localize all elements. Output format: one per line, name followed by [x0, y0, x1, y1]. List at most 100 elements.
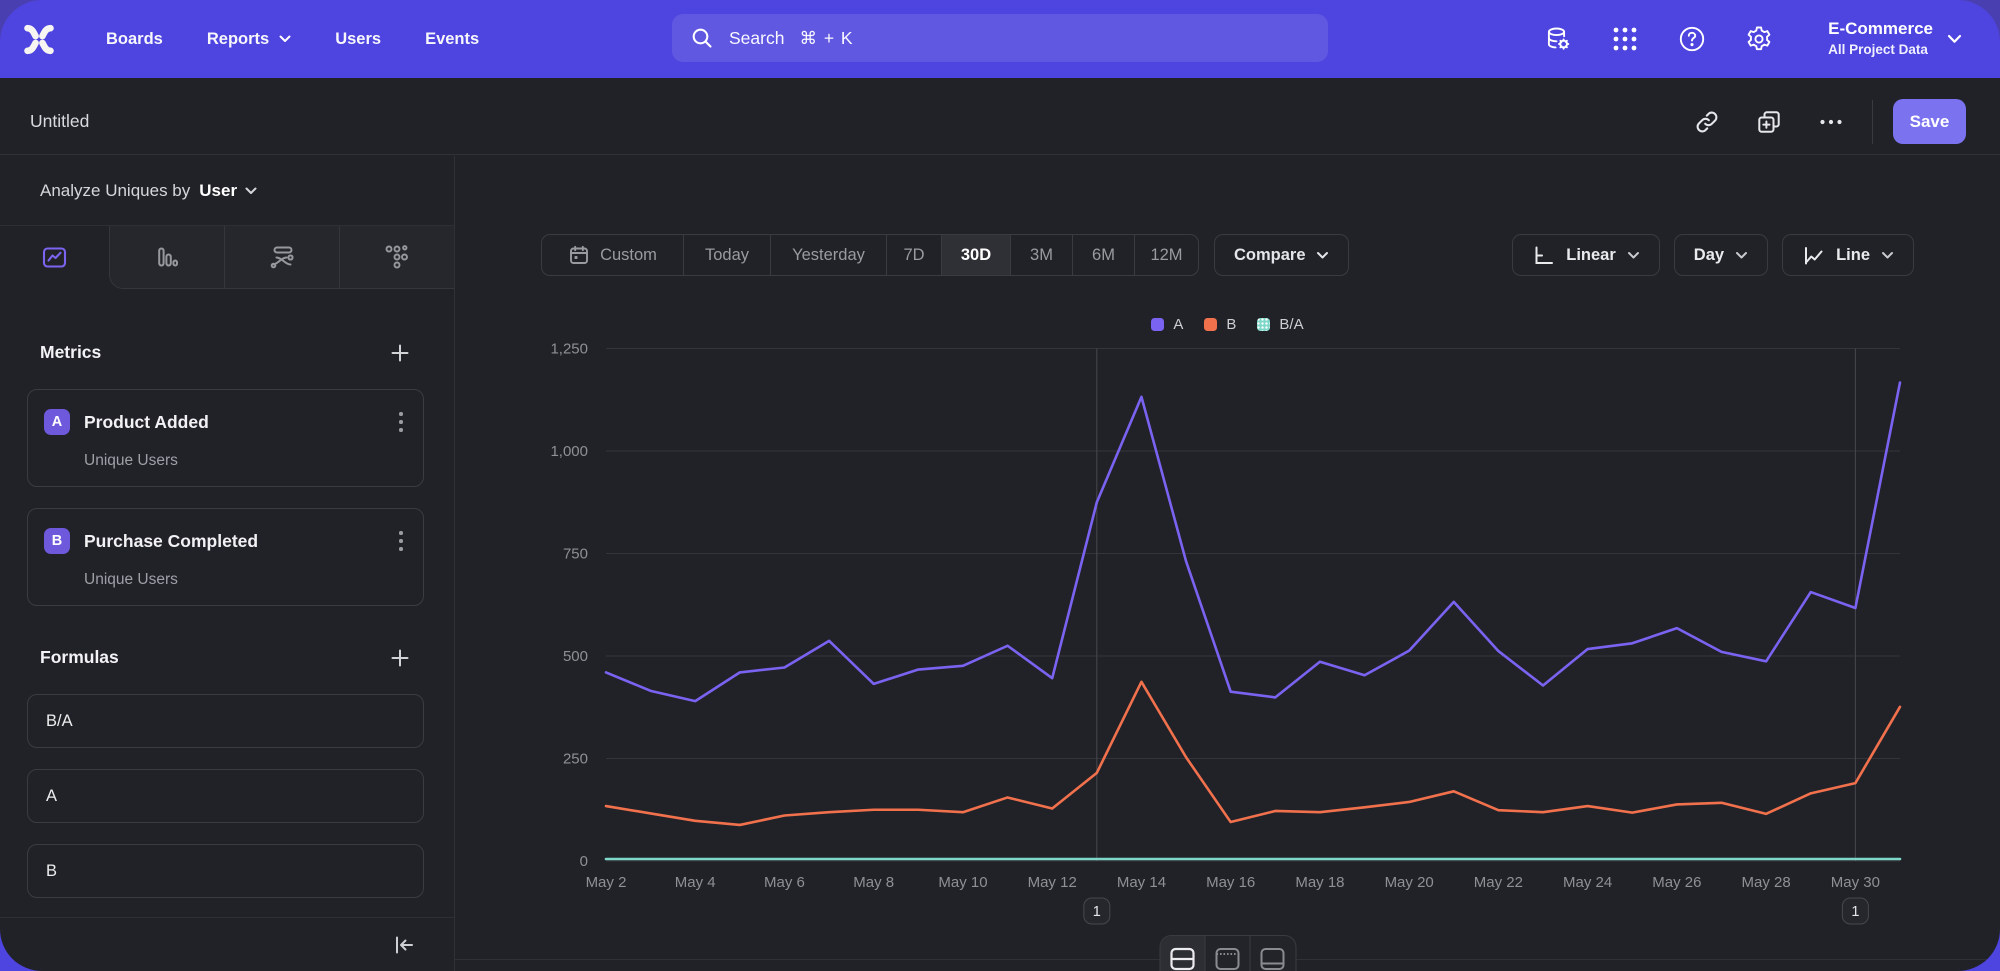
view-toggle-chart[interactable] — [1204, 936, 1249, 971]
range-custom[interactable]: Custom — [542, 235, 683, 275]
chart-toolbar: Custom Today Yesterday 7D 30D 3M 6M 12M … — [541, 234, 1914, 276]
annotation-badge[interactable] — [1841, 897, 1869, 925]
chart-type-label: Line — [1836, 245, 1870, 264]
range-today[interactable]: Today — [683, 235, 770, 275]
range-7d[interactable]: 7D — [886, 235, 941, 275]
range-label: Today — [704, 245, 750, 264]
compare-button[interactable]: Compare — [1214, 234, 1349, 276]
view-toggle-split[interactable] — [1160, 936, 1205, 971]
metric-menu-icon[interactable] — [391, 528, 411, 554]
nav-item-label: Users — [335, 29, 382, 48]
range-label: Custom — [600, 245, 657, 264]
metric-subtitle[interactable]: Unique Users — [84, 452, 178, 469]
copy-link-icon[interactable] — [1690, 105, 1724, 139]
range-label: 7D — [903, 245, 925, 264]
save-button[interactable]: Save — [1893, 99, 1966, 144]
nav-item-reports[interactable]: Reports — [207, 30, 291, 49]
metric-subtitle[interactable]: Unique Users — [84, 571, 178, 588]
series-line-A[interactable] — [604, 381, 1902, 703]
granularity-label: Day — [1693, 245, 1725, 264]
search-placeholder: Search — [729, 27, 785, 48]
duplicate-icon[interactable] — [1752, 105, 1786, 139]
scale-label: Linear — [1566, 245, 1616, 264]
line-chart[interactable]: 0 250 500 750 1,000 1,250 1 1 May 2 May 4 May 6 May… — [455, 156, 2000, 971]
view-toggle-table[interactable] — [1249, 936, 1295, 971]
range-6m[interactable]: 6M — [1072, 235, 1134, 275]
tab-bar-chart[interactable] — [110, 226, 224, 288]
project-switcher[interactable]: E-Commerce All Project Data — [1828, 19, 1933, 59]
date-range-group: Custom Today Yesterday 7D 30D 3M 6M 12M — [541, 234, 1199, 276]
annotation-badge[interactable] — [1083, 897, 1111, 925]
granularity-button[interactable]: Day — [1673, 234, 1769, 276]
search-shortcut: ⌘ + K — [799, 27, 854, 48]
metric-badge: A — [44, 409, 70, 435]
range-label: Yesterday — [792, 245, 865, 264]
help-icon[interactable] — [1677, 24, 1707, 54]
range-label: 12M — [1150, 245, 1183, 264]
range-label: 30D — [960, 245, 992, 264]
formula-card[interactable]: B — [27, 844, 424, 898]
nav-item-boards[interactable]: Boards — [106, 30, 163, 49]
calendar-icon — [570, 245, 589, 264]
report-title[interactable]: Untitled — [30, 110, 90, 131]
more-icon[interactable] — [1814, 105, 1848, 139]
formula-name: B/A — [46, 711, 73, 730]
metric-menu-icon[interactable] — [391, 409, 411, 435]
x-tick-label: May 4 — [675, 874, 716, 891]
tab-retention[interactable] — [339, 226, 454, 288]
analyze-by-selector[interactable]: User — [199, 181, 257, 201]
nav-item-events[interactable]: Events — [425, 30, 479, 49]
chevron-down-icon — [1627, 251, 1639, 258]
y-tick-label: 500 — [563, 648, 588, 665]
metric-card[interactable]: A Product Added Unique Users — [27, 389, 424, 487]
top-nav: Boards Reports Users Events Search ⌘ + K — [0, 0, 2000, 78]
metric-name: Purchase Completed — [84, 530, 259, 551]
formula-card[interactable]: B/A — [27, 694, 424, 748]
x-tick-label: May 28 — [1742, 874, 1791, 891]
metric-card[interactable]: B Purchase Completed Unique Users — [27, 508, 424, 606]
add-formula-button[interactable] — [390, 648, 410, 668]
range-label: 6M — [1092, 245, 1115, 264]
report-header: Untitled — [0, 78, 2000, 155]
series-line-B[interactable] — [604, 680, 1902, 827]
line-chart-icon — [1802, 244, 1825, 267]
mixpanel-logo-icon[interactable] — [23, 24, 55, 55]
chart-type-button[interactable]: Line — [1782, 234, 1914, 276]
formula-card[interactable]: A — [27, 769, 424, 823]
chevron-down-icon — [1316, 251, 1328, 258]
tab-flows[interactable] — [224, 226, 339, 288]
range-yesterday[interactable]: Yesterday — [770, 235, 886, 275]
metrics-title: Metrics — [40, 342, 102, 362]
search-input[interactable]: Search ⌘ + K — [672, 14, 1328, 62]
x-tick-label: May 8 — [853, 874, 894, 891]
chevron-down-icon — [279, 35, 291, 42]
range-12m[interactable]: 12M — [1134, 235, 1198, 275]
data-pipeline-icon[interactable] — [1543, 24, 1573, 54]
y-tick-label: 1,000 — [550, 443, 588, 460]
nav-item-users[interactable]: Users — [335, 30, 381, 49]
x-tick-label: May 14 — [1117, 874, 1166, 891]
settings-icon[interactable] — [1744, 24, 1774, 54]
analyze-by-value: User — [199, 180, 238, 200]
insights-icon — [42, 247, 67, 268]
analyze-row: Analyze Uniques by User — [0, 156, 454, 226]
query-builder-sidebar: Analyze Uniques by User — [0, 156, 455, 971]
scale-selector-button[interactable]: Linear — [1512, 234, 1660, 276]
formulas-title: Formulas — [40, 647, 119, 667]
range-30d[interactable]: 30D — [941, 235, 1010, 275]
linear-scale-icon — [1532, 244, 1555, 267]
x-tick-label: May 16 — [1206, 874, 1255, 891]
nav-item-label: Boards — [106, 29, 163, 48]
collapse-sidebar-icon[interactable] — [392, 933, 416, 957]
project-name: E-Commerce — [1828, 19, 1933, 38]
metrics-header: Metrics — [27, 342, 424, 363]
range-3m[interactable]: 3M — [1010, 235, 1072, 275]
search-icon — [692, 28, 712, 48]
apps-grid-icon[interactable] — [1610, 24, 1640, 54]
x-tick-label: May 26 — [1652, 874, 1701, 891]
x-tick-label: May 10 — [938, 874, 987, 891]
range-label: 3M — [1030, 245, 1053, 264]
add-metric-button[interactable] — [390, 343, 410, 363]
tab-insights-selected[interactable] — [0, 226, 109, 289]
metric-badge: B — [44, 528, 70, 554]
